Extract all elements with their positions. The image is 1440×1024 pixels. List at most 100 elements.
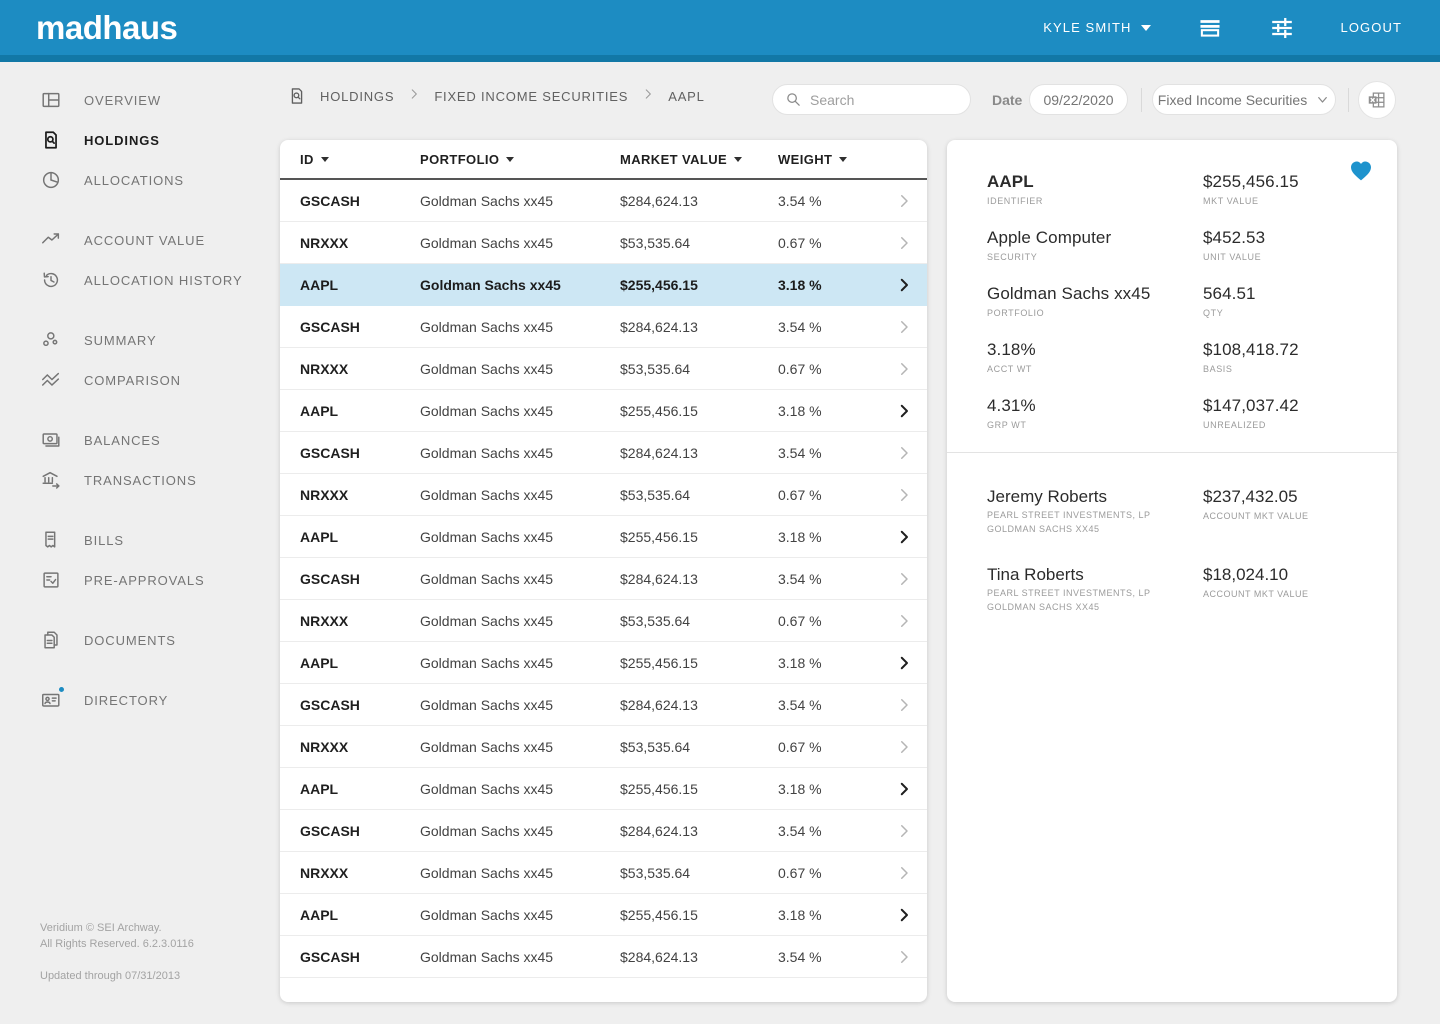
- row-weight: 3.18 %: [778, 402, 822, 419]
- row-chevron-right-icon[interactable]: [895, 444, 913, 462]
- sidebar-item-transactions[interactable]: TRANSACTIONS: [0, 460, 280, 500]
- row-portfolio: Goldman Sachs xx45: [420, 234, 554, 251]
- sidebar-item-comparison[interactable]: COMPARISON: [0, 360, 280, 400]
- row-chevron-right-icon[interactable]: [895, 612, 913, 630]
- sidebar-item-holdings[interactable]: HOLDINGS: [0, 120, 280, 160]
- breadcrumb-aapl[interactable]: AAPL: [668, 88, 705, 104]
- table-row[interactable]: NRXXX Goldman Sachs xx45 $53,535.64 0.67…: [280, 222, 927, 264]
- table-row[interactable]: GSCASH Goldman Sachs xx45 $284,624.13 3.…: [280, 684, 927, 726]
- table-row[interactable]: NRXXX Goldman Sachs xx45 $53,535.64 0.67…: [280, 726, 927, 768]
- detail-field: $255,456.15 MKT VALUE: [1203, 172, 1367, 206]
- sidebar-item-allocation-history[interactable]: ALLOCATION HISTORY: [0, 260, 280, 300]
- column-header-id[interactable]: ID: [300, 152, 420, 167]
- row-chevron-right-icon[interactable]: [895, 276, 913, 294]
- column-header-weight[interactable]: WEIGHT: [778, 152, 885, 167]
- security-type-value: Fixed Income Securities: [1157, 91, 1308, 108]
- column-header-market-value[interactable]: MARKET VALUE: [620, 152, 778, 167]
- sidebar: OVERVIEW HOLDINGS ALLOCATIONS ACCOUNT VA…: [0, 62, 280, 1024]
- divider: [947, 452, 1397, 453]
- row-chevron-right-icon[interactable]: [895, 528, 913, 546]
- row-market-value: $53,535.64: [620, 360, 691, 377]
- row-portfolio: Goldman Sachs xx45: [420, 738, 554, 755]
- row-chevron-right-icon[interactable]: [895, 360, 913, 378]
- account-name: Jeremy Roberts: [987, 487, 1107, 506]
- detail-field: $147,037.42 UNREALIZED: [1203, 396, 1367, 430]
- detail-value: AAPL: [987, 172, 1034, 191]
- notification-dot: [57, 685, 66, 694]
- table-row[interactable]: NRXXX Goldman Sachs xx45 $53,535.64 0.67…: [280, 348, 927, 390]
- row-chevron-right-icon[interactable]: [895, 906, 913, 924]
- table-row[interactable]: GSCASH Goldman Sachs xx45 $284,624.13 3.…: [280, 306, 927, 348]
- row-chevron-right-icon[interactable]: [895, 738, 913, 756]
- row-chevron-right-icon[interactable]: [895, 318, 913, 336]
- search-box[interactable]: [772, 84, 971, 115]
- copyright-line1: Veridium © SEI Archway.: [40, 922, 162, 934]
- sidebar-item-pre-approvals[interactable]: PRE-APPROVALS: [0, 560, 280, 600]
- detail-value: 4.31%: [987, 396, 1036, 415]
- row-market-value: $284,624.13: [620, 444, 698, 461]
- list-view-button[interactable]: [1197, 15, 1223, 41]
- table-row[interactable]: AAPL Goldman Sachs xx45 $255,456.15 3.18…: [280, 264, 927, 306]
- filter-settings-button[interactable]: [1269, 15, 1295, 41]
- table-row[interactable]: GSCASH Goldman Sachs xx45 $284,624.13 3.…: [280, 558, 927, 600]
- detail-field: Goldman Sachs xx45 PORTFOLIO: [987, 284, 1203, 318]
- table-row[interactable]: AAPL Goldman Sachs xx45 $255,456.15 3.18…: [280, 894, 927, 936]
- row-chevron-right-icon[interactable]: [895, 654, 913, 672]
- table-row[interactable]: NRXXX Goldman Sachs xx45 $53,535.64 0.67…: [280, 600, 927, 642]
- table-row[interactable]: AAPL Goldman Sachs xx45 $255,456.15 3.18…: [280, 642, 927, 684]
- row-market-value: $255,456.15: [620, 276, 698, 293]
- security-type-dropdown[interactable]: Fixed Income Securities: [1152, 84, 1336, 115]
- account-name: Tina Roberts: [987, 565, 1084, 584]
- table-row[interactable]: AAPL Goldman Sachs xx45 $255,456.15 3.18…: [280, 390, 927, 432]
- table-row[interactable]: GSCASH Goldman Sachs xx45 $284,624.13 3.…: [280, 936, 927, 978]
- row-chevron-right-icon[interactable]: [895, 234, 913, 252]
- account-entry[interactable]: Jeremy Roberts PEARL STREET INVESTMENTS,…: [987, 487, 1367, 535]
- table-row[interactable]: GSCASH Goldman Sachs xx45 $284,624.13 3.…: [280, 432, 927, 474]
- sidebar-item-directory[interactable]: DIRECTORY: [0, 680, 280, 720]
- balances-icon: [40, 429, 62, 451]
- table-row[interactable]: AAPL Goldman Sachs xx45 $255,456.15 3.18…: [280, 516, 927, 558]
- sidebar-item-allocations[interactable]: ALLOCATIONS: [0, 160, 280, 200]
- row-chevron-right-icon[interactable]: [895, 570, 913, 588]
- sidebar-item-summary[interactable]: SUMMARY: [0, 320, 280, 360]
- row-portfolio: Goldman Sachs xx45: [420, 318, 554, 335]
- account-entry[interactable]: Tina Roberts PEARL STREET INVESTMENTS, L…: [987, 565, 1367, 613]
- row-chevron-right-icon[interactable]: [895, 486, 913, 504]
- table-row[interactable]: GSCASH Goldman Sachs xx45 $284,624.13 3.…: [280, 810, 927, 852]
- sidebar-item-account-value[interactable]: ACCOUNT VALUE: [0, 220, 280, 260]
- sidebar-item-bills[interactable]: BILLS: [0, 520, 280, 560]
- row-chevron-right-icon[interactable]: [895, 192, 913, 210]
- bills-icon: [40, 529, 62, 551]
- allocations-icon: [40, 169, 62, 191]
- table-row[interactable]: AAPL Goldman Sachs xx45 $255,456.15 3.18…: [280, 768, 927, 810]
- row-chevron-right-icon[interactable]: [895, 822, 913, 840]
- column-header-portfolio[interactable]: PORTFOLIO: [420, 152, 620, 167]
- breadcrumb-fixed-income[interactable]: FIXED INCOME SECURITIES: [434, 88, 629, 104]
- documents-icon: [40, 629, 62, 651]
- sidebar-item-balances[interactable]: BALANCES: [0, 420, 280, 460]
- sidebar-item-overview[interactable]: OVERVIEW: [0, 80, 280, 120]
- search-input[interactable]: [810, 91, 960, 108]
- favorite-heart-icon[interactable]: [1345, 155, 1377, 185]
- row-id: GSCASH: [300, 192, 360, 209]
- chevron-right-icon: [407, 87, 421, 106]
- sidebar-item-label: HOLDINGS: [84, 132, 160, 148]
- user-menu[interactable]: KYLE SMITH: [1043, 20, 1151, 35]
- row-chevron-right-icon[interactable]: [895, 696, 913, 714]
- logout-button[interactable]: LOGOUT: [1340, 20, 1402, 35]
- detail-label: PORTFOLIO: [987, 308, 1045, 318]
- export-excel-button[interactable]: [1358, 81, 1396, 119]
- row-id: GSCASH: [300, 696, 360, 713]
- table-row[interactable]: NRXXX Goldman Sachs xx45 $53,535.64 0.67…: [280, 474, 927, 516]
- row-chevron-right-icon[interactable]: [895, 780, 913, 798]
- row-chevron-right-icon[interactable]: [895, 864, 913, 882]
- sidebar-item-documents[interactable]: DOCUMENTS: [0, 620, 280, 660]
- table-row[interactable]: GSCASH Goldman Sachs xx45 $284,624.13 3.…: [280, 180, 927, 222]
- detail-value: 564.51: [1203, 284, 1256, 303]
- date-input[interactable]: 09/22/2020: [1029, 84, 1128, 115]
- row-chevron-right-icon[interactable]: [895, 402, 913, 420]
- row-weight: 3.18 %: [778, 780, 822, 797]
- breadcrumb-holdings[interactable]: HOLDINGS: [320, 88, 395, 104]
- table-row[interactable]: NRXXX Goldman Sachs xx45 $53,535.64 0.67…: [280, 852, 927, 894]
- row-chevron-right-icon[interactable]: [895, 948, 913, 966]
